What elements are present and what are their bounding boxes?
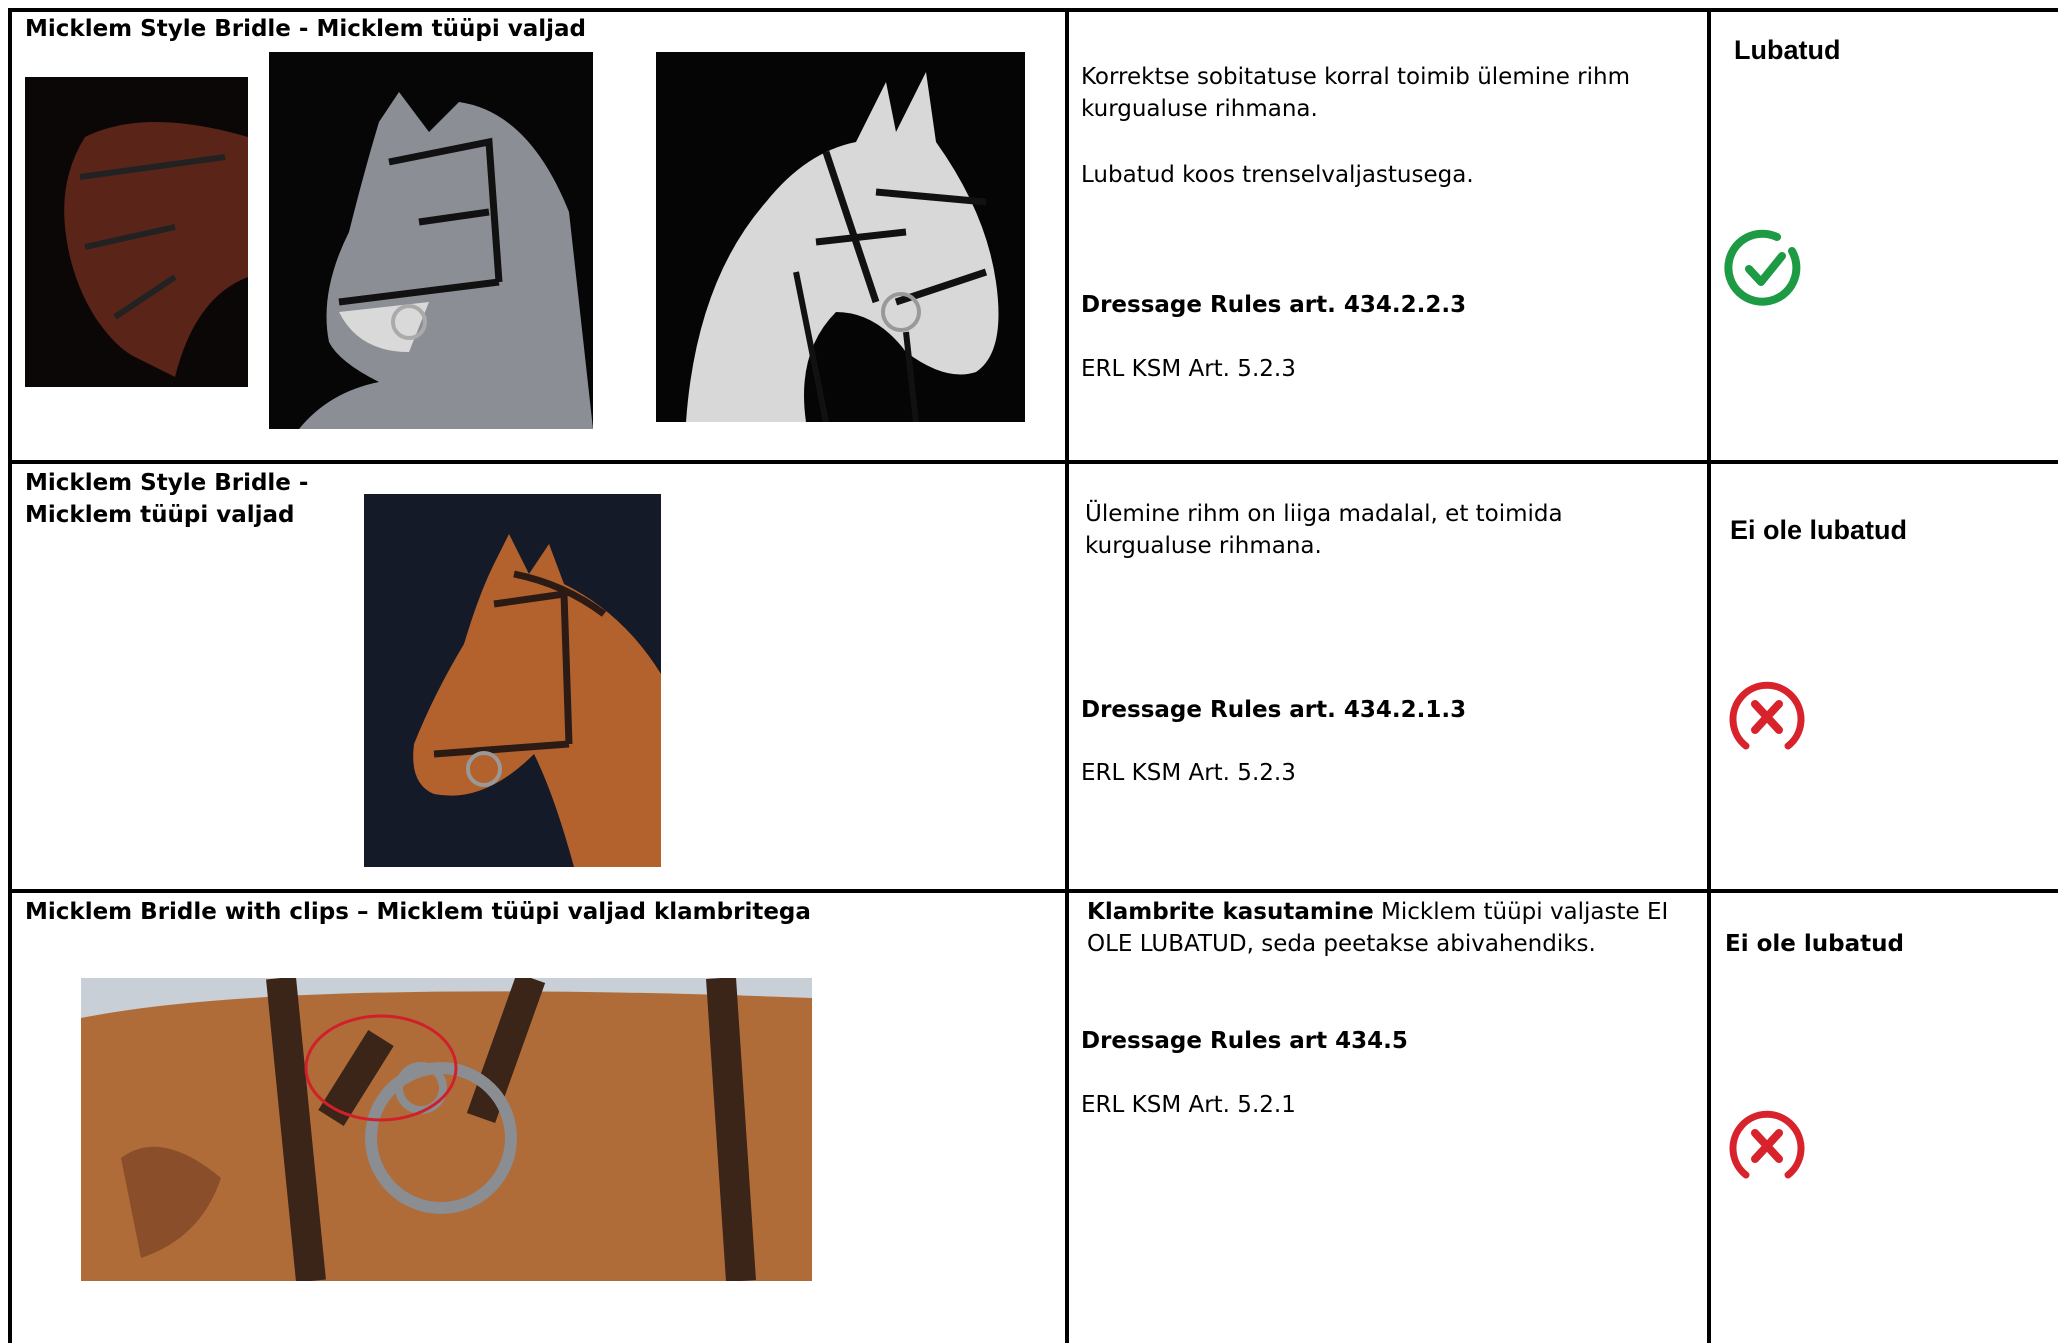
- rule-reference: Dressage Rules art. 434.2.1.3: [1081, 697, 1467, 723]
- description: Korrektse sobitatuse korral toimib ülemi…: [1081, 64, 1630, 122]
- description-lead: Klambrite kasutamine: [1087, 899, 1374, 925]
- description: Lubatud koos trenselvaljastusega.: [1081, 162, 1474, 188]
- photo: [81, 978, 812, 1281]
- photo: [364, 494, 661, 867]
- status: Ei ole lubatud: [1725, 931, 1904, 957]
- description: Ülemine rihm on liiga madalal, et toimid…: [1085, 501, 1563, 559]
- row-title: Micklem Style Bridle - Micklem tüüpi val…: [25, 16, 586, 42]
- table-border: [8, 8, 12, 1343]
- row-divider: [8, 889, 2058, 893]
- photo: [25, 77, 248, 387]
- not-allowed-icon: [1729, 1110, 1805, 1179]
- table-border: [8, 8, 2058, 12]
- photo: [269, 52, 593, 429]
- row-divider: [8, 460, 2058, 464]
- national-reference: ERL KSM Art. 5.2.3: [1081, 760, 1296, 786]
- column-divider: [1707, 8, 1711, 1343]
- national-reference: ERL KSM Art. 5.2.3: [1081, 356, 1296, 382]
- description: Klambrite kasutamine Micklem tüüpi valja…: [1087, 896, 1687, 960]
- not-allowed-icon: [1729, 681, 1805, 750]
- national-reference: ERL KSM Art. 5.2.1: [1081, 1092, 1296, 1118]
- rule-reference: Dressage Rules art. 434.2.2.3: [1081, 292, 1467, 318]
- rule-reference: Dressage Rules art 434.5: [1081, 1028, 1408, 1054]
- column-divider: [1065, 8, 1069, 1343]
- row-title: Micklem Bridle with clips – Micklem tüüp…: [25, 899, 811, 925]
- row-title: Micklem Style Bridle - Micklem tüüpi val…: [25, 470, 309, 528]
- allowed-icon: [1724, 229, 1801, 306]
- status: Lubatud: [1734, 35, 1841, 65]
- photo: [656, 52, 1025, 422]
- status: Ei ole lubatud: [1730, 515, 1908, 545]
- description: Micklem tüüpi valjaste EI OLE LUBATUD, s…: [1087, 899, 1669, 957]
